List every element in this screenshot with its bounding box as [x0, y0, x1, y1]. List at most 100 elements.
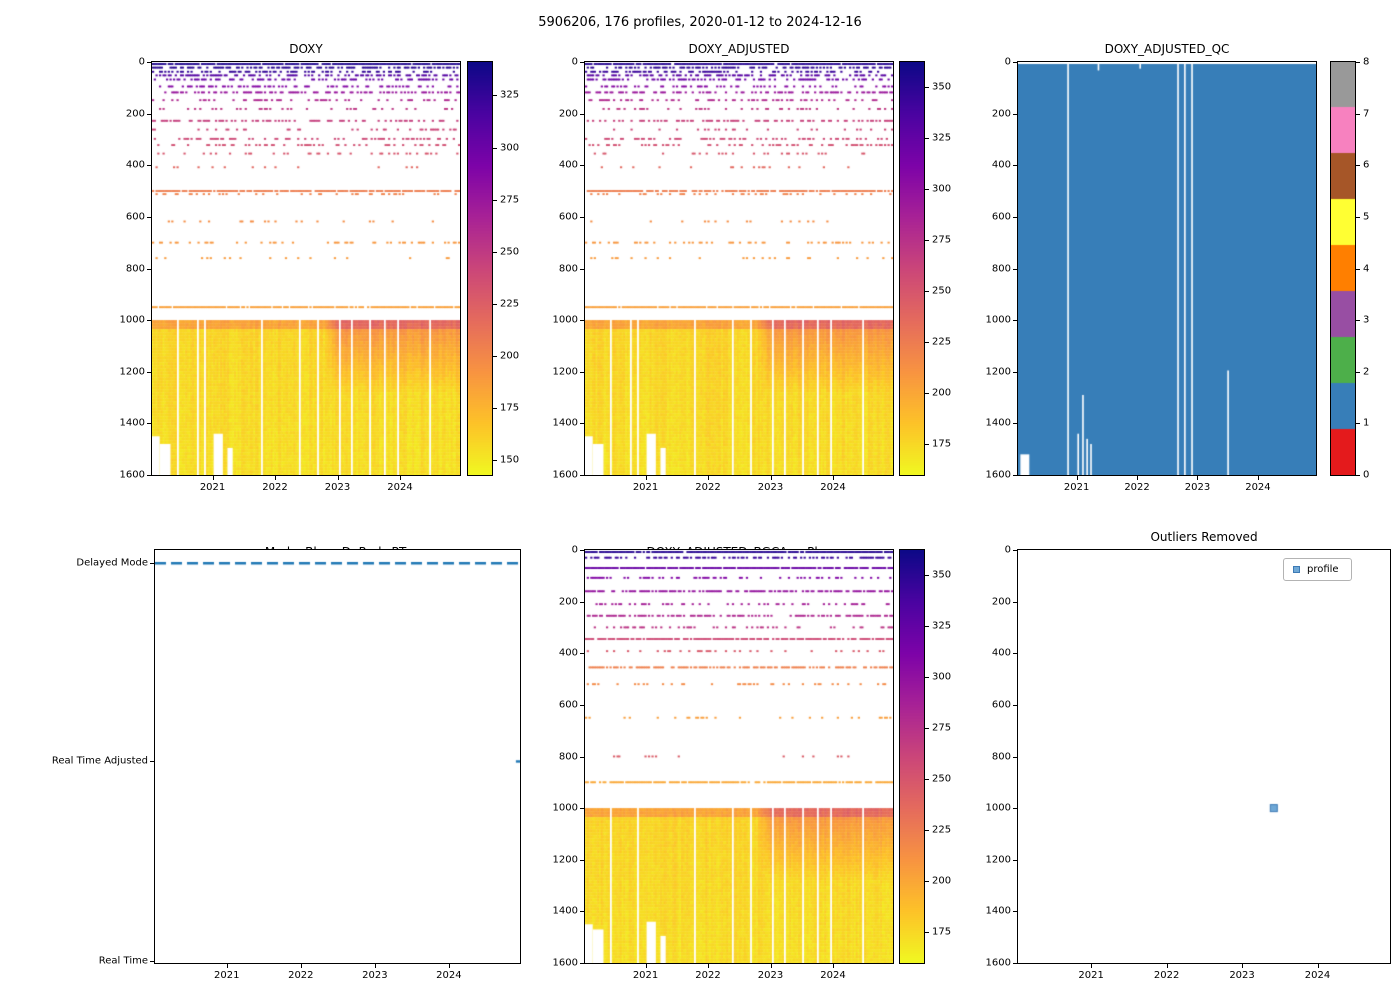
- doxy-adjusted-qc-canvas: [1018, 62, 1316, 475]
- colorbar-tick-label: 5: [1363, 211, 1370, 223]
- x-tick-label: 2023: [324, 482, 351, 493]
- y-tick-mark: [1013, 113, 1017, 115]
- colorbar-tick-label: 200: [500, 350, 520, 362]
- colorbar-tick-mark: [493, 303, 497, 305]
- colorbar-tick-label: 275: [932, 234, 952, 246]
- y-tick-mark: [1013, 704, 1017, 706]
- colorbar-tick-label: 300: [932, 671, 952, 683]
- y-tick-label: 200: [558, 108, 578, 120]
- mode-canvas: [155, 550, 520, 963]
- x-tick-label: 2021: [632, 970, 659, 981]
- y-tick-label: 800: [558, 263, 578, 274]
- colorbar-tick-label: 7: [1363, 108, 1370, 120]
- y-tick-mark: [1013, 911, 1017, 913]
- colorbar-tick-label: 8: [1363, 56, 1370, 68]
- x-tick-label: 2024: [820, 482, 846, 493]
- colorbar-tick-label: 325: [500, 89, 520, 101]
- x-tick-label: 2022: [1153, 970, 1180, 981]
- y-tick-label: 1200: [119, 366, 145, 378]
- colorbar-tick-label: 250: [932, 285, 952, 297]
- colorbar-tick-mark: [1356, 216, 1360, 218]
- colorbar-tick-label: 3: [1363, 314, 1370, 326]
- y-tick-label: 1200: [985, 854, 1011, 866]
- y-tick-mark: [580, 320, 584, 322]
- doxy-adjusted-heatmap-plot: [584, 61, 894, 476]
- x-tick-mark: [833, 964, 834, 968]
- y-tick-mark: [580, 550, 584, 551]
- y-tick-mark: [147, 268, 151, 270]
- x-tick-mark: [645, 964, 647, 968]
- bgc-argoplus-heatmap-canvas: [585, 550, 893, 963]
- colorbar-tick-mark: [1356, 62, 1360, 63]
- y-tick-label: 800: [991, 263, 1011, 274]
- qc-colorbar-canvas: [1331, 62, 1355, 475]
- colorbar-tick-mark: [925, 188, 929, 190]
- y-category-label: Real Time Adjusted: [51, 755, 148, 767]
- y-tick-mark: [147, 371, 151, 373]
- y-tick-label: 1000: [119, 314, 145, 326]
- colorbar-tick-mark: [925, 239, 929, 241]
- y-tick-mark: [1013, 808, 1017, 810]
- x-tick-label: 2022: [262, 482, 288, 493]
- y-tick-label: 0: [1004, 544, 1011, 556]
- colorbar-tick-mark: [925, 881, 929, 883]
- y-tick-label: 1400: [119, 417, 145, 429]
- y-tick-label: 1600: [985, 469, 1011, 481]
- colorbar-tick-label: 225: [932, 824, 952, 836]
- y-tick-label: 200: [558, 596, 578, 608]
- y-tick-label: 1200: [985, 366, 1011, 378]
- colorbar-tick-mark: [925, 932, 929, 934]
- y-tick-label: 1000: [552, 314, 578, 326]
- x-tick-mark: [226, 964, 228, 968]
- y-tick-mark: [580, 268, 584, 270]
- y-tick-mark: [580, 653, 584, 655]
- outliers-plot: [1017, 549, 1391, 964]
- y-tick-label: 1200: [552, 854, 578, 866]
- x-tick-mark: [448, 964, 450, 968]
- y-tick-label: 1400: [552, 905, 578, 917]
- x-tick-mark: [1076, 476, 1078, 480]
- y-tick-label: 600: [991, 211, 1011, 223]
- y-tick-mark: [580, 911, 584, 913]
- colorbar-tick-label: 275: [500, 194, 520, 206]
- colorbar-tick-label: 2: [1363, 366, 1370, 378]
- x-tick-mark: [374, 964, 376, 968]
- y-tick-label: 400: [125, 159, 145, 171]
- x-tick-mark: [833, 476, 834, 480]
- y-tick-mark: [1013, 423, 1017, 425]
- y-tick-mark: [147, 423, 151, 425]
- x-tick-mark: [1197, 476, 1199, 480]
- y-tick-mark: [1013, 165, 1017, 167]
- x-tick-mark: [708, 964, 710, 968]
- x-tick-label: 2024: [820, 970, 846, 981]
- doxy-heatmap-canvas: [152, 62, 460, 475]
- colorbar-tick-label: 250: [932, 773, 952, 785]
- colorbar-tick-mark: [925, 393, 929, 395]
- colorbar-tick-label: 6: [1363, 159, 1370, 171]
- y-tick-label: 400: [558, 647, 578, 659]
- colorbar-tick-mark: [1356, 165, 1360, 167]
- colorbar-tick-mark: [493, 251, 497, 253]
- y-tick-label: 600: [125, 211, 145, 223]
- y-tick-label: 600: [991, 699, 1011, 711]
- y-tick-label: 400: [991, 159, 1011, 171]
- y-tick-mark: [580, 62, 584, 63]
- x-tick-mark: [1166, 964, 1168, 968]
- x-tick-mark: [400, 476, 401, 480]
- y-tick-label: 1400: [985, 417, 1011, 429]
- colorbar-tick-mark: [493, 95, 497, 97]
- x-tick-label: 2022: [695, 482, 721, 493]
- y-tick-mark: [580, 601, 584, 603]
- y-tick-label: 1200: [552, 366, 578, 378]
- y-tick-label: 400: [558, 159, 578, 171]
- colorbar-tick-label: 175: [932, 438, 952, 450]
- colorbar-tick-mark: [925, 574, 929, 576]
- y-tick-mark: [1013, 62, 1017, 63]
- x-tick-label: 2021: [214, 970, 240, 981]
- doxy-title: DOXY: [289, 42, 323, 56]
- colorbar-tick-label: 200: [932, 387, 952, 399]
- y-tick-mark: [147, 113, 151, 115]
- y-tick-label: 1400: [985, 905, 1011, 917]
- y-tick-mark: [580, 371, 584, 373]
- y-tick-mark: [1013, 320, 1017, 322]
